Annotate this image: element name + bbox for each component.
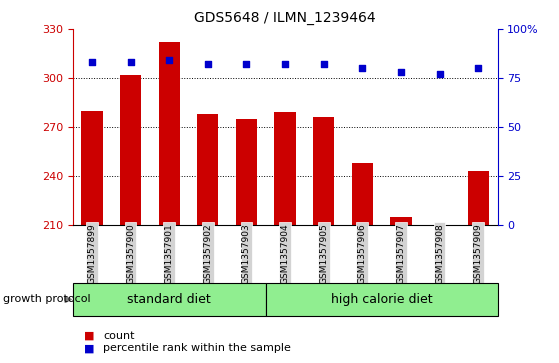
Bar [82, 111, 103, 225]
Text: GSM1357904: GSM1357904 [281, 224, 290, 285]
Text: GSM1357909: GSM1357909 [473, 224, 483, 285]
Text: GSM1357908: GSM1357908 [435, 224, 444, 285]
Point [242, 61, 251, 67]
Bar [390, 217, 411, 225]
Point [319, 61, 328, 67]
Text: ■: ■ [84, 343, 94, 354]
Text: GSM1357901: GSM1357901 [165, 224, 174, 285]
Bar [352, 163, 373, 225]
Text: GSM1357899: GSM1357899 [87, 224, 97, 285]
Text: GSM1357902: GSM1357902 [203, 224, 212, 285]
Text: GSM1357903: GSM1357903 [242, 224, 251, 285]
Text: count: count [103, 331, 135, 341]
Point [165, 57, 174, 63]
Point [358, 65, 367, 71]
Bar [159, 42, 180, 225]
Point [435, 71, 444, 77]
Bar [236, 119, 257, 225]
Text: GSM1357906: GSM1357906 [358, 224, 367, 285]
Bar [266, 283, 498, 316]
Point [281, 61, 290, 67]
Text: GSM1357907: GSM1357907 [396, 224, 405, 285]
Bar [197, 114, 219, 225]
Point [126, 60, 135, 65]
Bar [467, 171, 489, 225]
Title: GDS5648 / ILMN_1239464: GDS5648 / ILMN_1239464 [195, 11, 376, 25]
Point [396, 69, 405, 75]
Point [88, 60, 97, 65]
Point [203, 61, 212, 67]
Bar [120, 75, 141, 225]
Text: high calorie diet: high calorie diet [331, 293, 433, 306]
Bar [313, 117, 334, 225]
Text: GSM1357905: GSM1357905 [319, 224, 328, 285]
Text: growth protocol: growth protocol [3, 294, 91, 305]
Bar [73, 283, 266, 316]
Text: standard diet: standard diet [127, 293, 211, 306]
Point [473, 65, 482, 71]
Text: percentile rank within the sample: percentile rank within the sample [103, 343, 291, 354]
Text: GSM1357900: GSM1357900 [126, 224, 135, 285]
Text: ■: ■ [84, 331, 94, 341]
Bar [274, 112, 296, 225]
